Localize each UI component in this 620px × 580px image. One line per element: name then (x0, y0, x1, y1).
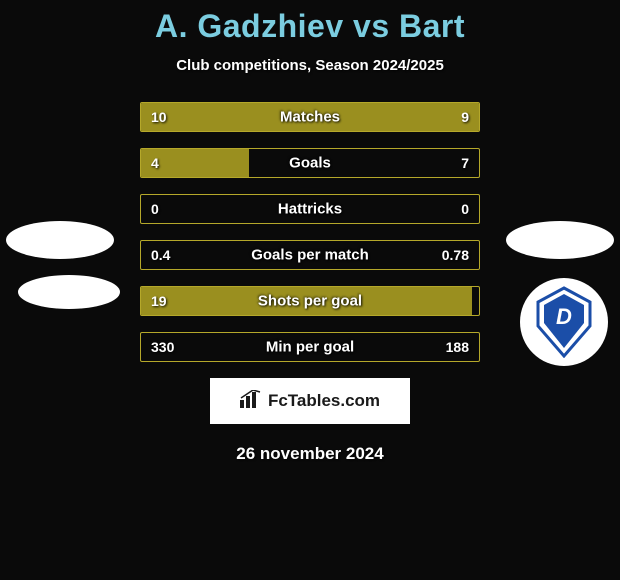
bar-label: Goals (289, 155, 331, 172)
bar-value-right: 188 (446, 339, 469, 355)
bar-value-left: 10 (151, 109, 167, 125)
player1-avatar-placeholder (6, 221, 114, 259)
bar-value-right: 0 (461, 201, 469, 217)
comparison-bars: Matches 10 9 Goals 4 7 Hattricks 0 0 Goals per ma… (140, 102, 480, 362)
chart-area: D Matches 10 9 Goals 4 7 Hattricks 0 0 Goals per … (0, 102, 620, 362)
bar-row: Shots per goal 19 (140, 286, 480, 316)
bar-row: Goals per match 0.4 0.78 (140, 240, 480, 270)
bar-row: Hattricks 0 0 (140, 194, 480, 224)
bar-value-left: 0.4 (151, 247, 170, 263)
bar-row: Goals 4 7 (140, 148, 480, 178)
subtitle: Club competitions, Season 2024/2025 (0, 57, 620, 74)
bar-label: Shots per goal (258, 293, 362, 310)
player1-name: A. Gadzhiev (155, 8, 344, 44)
bar-value-left: 0 (151, 201, 159, 217)
bar-value-right: 0.78 (442, 247, 469, 263)
bar-value-right: 9 (461, 109, 469, 125)
bar-row: Matches 10 9 (140, 102, 480, 132)
brand-text: FcTables.com (268, 391, 380, 411)
bar-label: Min per goal (266, 339, 354, 356)
bar-label: Goals per match (251, 247, 369, 264)
brand-logo[interactable]: FcTables.com (210, 378, 410, 424)
bar-row: Min per goal 330 188 (140, 332, 480, 362)
bar-value-right: 7 (461, 155, 469, 171)
svg-text:D: D (556, 304, 572, 329)
chart-bars-icon (240, 390, 262, 413)
bar-value-left: 19 (151, 293, 167, 309)
bar-label: Matches (280, 109, 340, 126)
widget-root: A. Gadzhiev vs Bart Club competitions, S… (0, 0, 620, 580)
bar-fill-right (320, 103, 479, 131)
comparison-title: A. Gadzhiev vs Bart (0, 8, 620, 45)
bar-value-left: 4 (151, 155, 159, 171)
club-shield-icon: D (534, 286, 594, 358)
bar-value-left: 330 (151, 339, 174, 355)
player2-club-badge: D (520, 278, 608, 366)
footer-date: 26 november 2024 (0, 444, 620, 464)
bar-label: Hattricks (278, 201, 342, 218)
player1-club-placeholder (18, 275, 120, 309)
player2-avatar-placeholder (506, 221, 614, 259)
vs-text: vs (353, 8, 390, 44)
player2-name: Bart (399, 8, 465, 44)
